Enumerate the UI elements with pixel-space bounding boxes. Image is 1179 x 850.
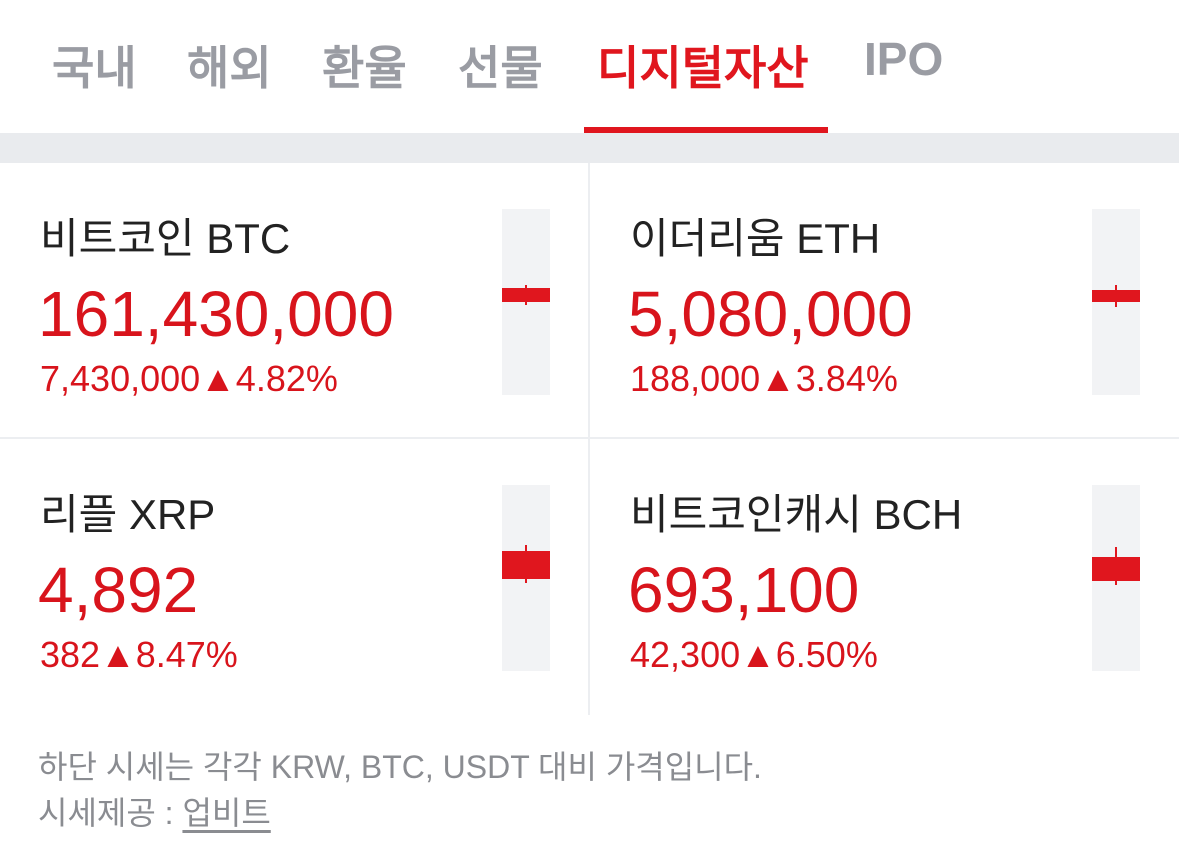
rate: 8.47%	[135, 634, 238, 675]
provider-label: 시세제공 :	[38, 795, 174, 831]
footer-provider: 시세제공 : 업비트	[38, 788, 271, 834]
provider-link[interactable]: 업비트	[182, 795, 271, 831]
mini-chart	[502, 485, 550, 671]
rate: 3.84%	[795, 358, 898, 399]
divider	[588, 163, 590, 715]
coin-price: 161,430,000	[38, 278, 394, 350]
coin-name: 리플 XRP	[40, 491, 216, 538]
divider	[0, 437, 1179, 439]
divider-band	[0, 133, 1179, 163]
coin-change: 188,000▲3.84%	[630, 358, 898, 400]
coin-price: 5,080,000	[628, 278, 913, 350]
coin-card[interactable]: 리플 XRP 4,892 382▲8.47%	[0, 439, 588, 714]
tab[interactable]: 국내	[52, 42, 137, 94]
tab[interactable]: 환율	[322, 42, 407, 94]
rate: 6.50%	[775, 634, 878, 675]
mini-chart	[1092, 485, 1140, 671]
coin-price: 693,100	[628, 554, 860, 626]
tab[interactable]: 해외	[187, 42, 272, 94]
coin-name: 비트코인캐시 BCH	[630, 491, 963, 538]
coin-change: 7,430,000▲4.82%	[40, 358, 338, 400]
tab[interactable]: 선물	[458, 42, 543, 94]
footer-note: 하단 시세는 각각 KRW, BTC, USDT 대비 가격입니다.	[38, 749, 762, 785]
active-underline	[584, 127, 828, 133]
change: 7,430,000	[40, 358, 201, 399]
change: 382	[40, 634, 101, 675]
tab[interactable]: 디지털자산	[597, 42, 809, 94]
coin-card[interactable]: 비트코인캐시 BCH 693,100 42,300▲6.50%	[590, 439, 1178, 714]
rate: 4.82%	[235, 358, 338, 399]
arrow: ▲	[100, 634, 136, 675]
change: 42,300	[630, 634, 741, 675]
arrow: ▲	[200, 358, 236, 399]
arrow: ▲	[760, 358, 796, 399]
mini-chart	[502, 209, 550, 395]
coin-price: 4,892	[38, 554, 199, 626]
tab-bar: 국내 해외 환율 선물 디지털자산 IPO	[0, 0, 1179, 133]
tab[interactable]: IPO	[864, 33, 944, 85]
arrow: ▲	[740, 634, 776, 675]
change: 188,000	[630, 358, 761, 399]
coin-card[interactable]: 비트코인 BTC 161,430,000 7,430,000▲4.82%	[0, 163, 588, 438]
coin-card[interactable]: 이더리움 ETH 5,080,000 188,000▲3.84%	[590, 163, 1178, 438]
coin-change: 42,300▲6.50%	[630, 634, 878, 676]
coin-name: 비트코인 BTC	[40, 215, 291, 262]
coin-name: 이더리움 ETH	[630, 215, 881, 262]
coin-change: 382▲8.47%	[40, 634, 238, 676]
mini-chart	[1092, 209, 1140, 395]
